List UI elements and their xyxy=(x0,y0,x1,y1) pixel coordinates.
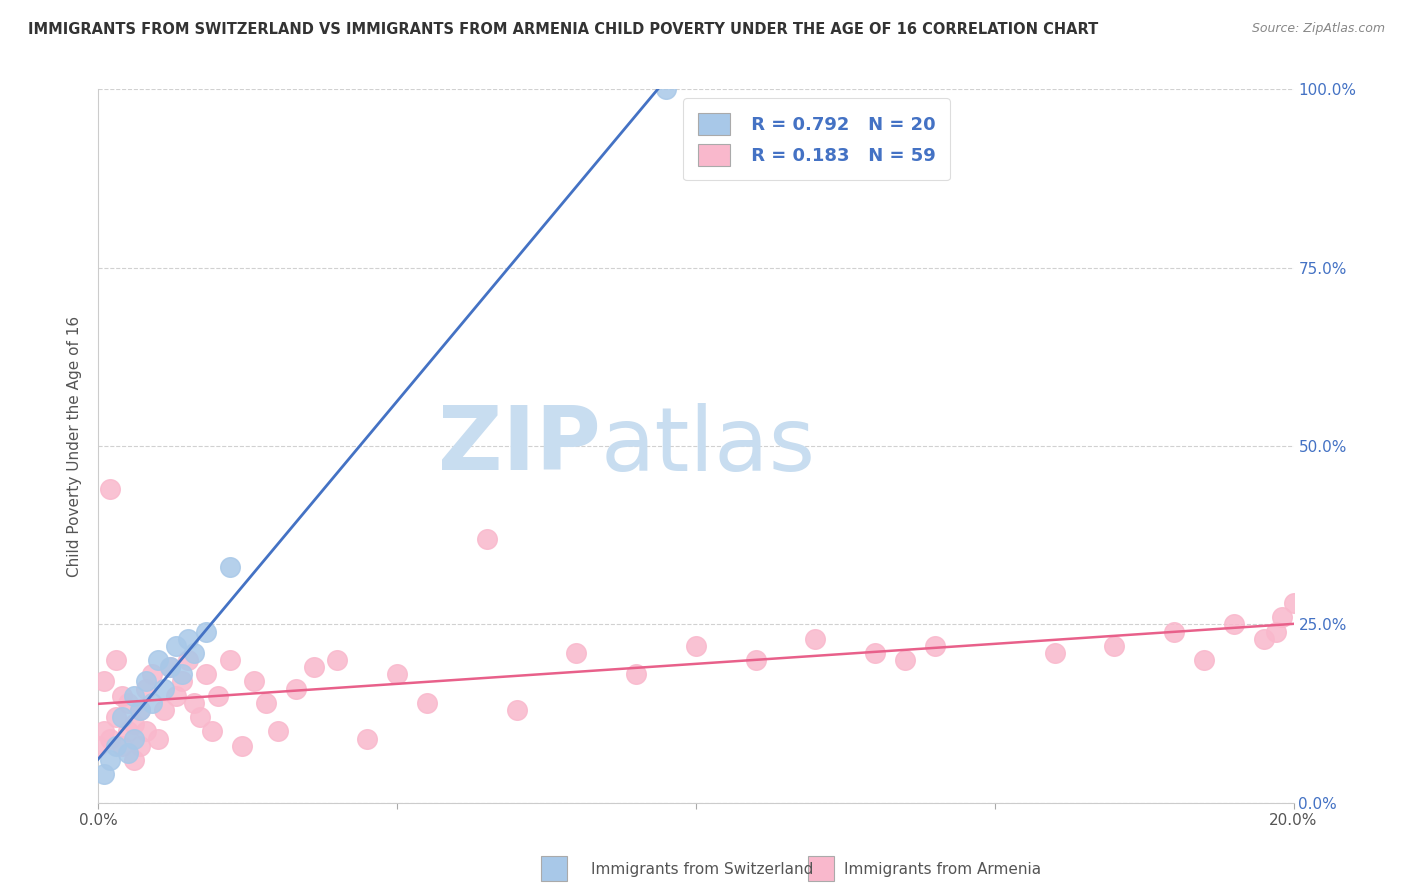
Point xyxy=(1223,617,1246,632)
Point xyxy=(129,703,152,717)
Point xyxy=(302,660,325,674)
Point xyxy=(1104,639,1126,653)
Point xyxy=(177,653,200,667)
Point xyxy=(183,646,205,660)
Point xyxy=(243,674,266,689)
Point xyxy=(141,667,163,681)
Y-axis label: Child Poverty Under the Age of 16: Child Poverty Under the Age of 16 xyxy=(67,316,83,576)
Point xyxy=(475,532,498,546)
Point xyxy=(745,653,768,667)
Point xyxy=(135,724,157,739)
Text: Source: ZipAtlas.com: Source: ZipAtlas.com xyxy=(1251,22,1385,36)
Point xyxy=(135,674,157,689)
Point xyxy=(117,696,139,710)
Point xyxy=(655,82,678,96)
Point xyxy=(100,753,122,767)
Point xyxy=(148,653,170,667)
Point xyxy=(135,681,157,696)
Point xyxy=(231,739,253,753)
Point xyxy=(159,660,181,674)
Point xyxy=(148,731,170,746)
Text: Immigrants from Armenia: Immigrants from Armenia xyxy=(844,863,1040,877)
Point xyxy=(124,717,146,731)
Point xyxy=(1282,596,1305,610)
Point xyxy=(93,724,115,739)
Point xyxy=(111,739,134,753)
Point xyxy=(87,739,110,753)
Point xyxy=(117,724,139,739)
Point xyxy=(117,746,139,760)
Point xyxy=(626,667,648,681)
Point xyxy=(172,674,194,689)
Point xyxy=(195,667,218,681)
Point xyxy=(129,739,152,753)
Point xyxy=(219,560,242,574)
Legend:  R = 0.792   N = 20,  R = 0.183   N = 59: R = 0.792 N = 20, R = 0.183 N = 59 xyxy=(683,98,950,180)
Point xyxy=(100,482,122,496)
Point xyxy=(153,681,176,696)
Point xyxy=(565,646,588,660)
Point xyxy=(105,653,128,667)
Point xyxy=(201,724,224,739)
Point xyxy=(165,639,187,653)
Point xyxy=(124,731,146,746)
Point xyxy=(1043,646,1066,660)
Point xyxy=(159,660,181,674)
Point xyxy=(188,710,211,724)
Point xyxy=(124,689,146,703)
Text: ZIP: ZIP xyxy=(437,402,600,490)
Point xyxy=(416,696,439,710)
Point xyxy=(219,653,242,667)
Point xyxy=(356,731,378,746)
Point xyxy=(153,703,176,717)
Point xyxy=(93,674,115,689)
Point xyxy=(1163,624,1185,639)
Point xyxy=(111,689,134,703)
Point xyxy=(894,653,917,667)
Point xyxy=(254,696,277,710)
Point xyxy=(105,710,128,724)
Point xyxy=(1192,653,1215,667)
Point xyxy=(195,624,218,639)
Point xyxy=(93,767,115,781)
Point xyxy=(111,710,134,724)
Text: Immigrants from Switzerland: Immigrants from Switzerland xyxy=(591,863,813,877)
Point xyxy=(172,667,194,681)
Point xyxy=(100,731,122,746)
Point xyxy=(685,639,707,653)
Point xyxy=(865,646,887,660)
Point xyxy=(105,739,128,753)
Point xyxy=(506,703,529,717)
Point xyxy=(804,632,827,646)
Point xyxy=(385,667,409,681)
Point xyxy=(183,696,205,710)
Point xyxy=(1271,610,1294,624)
Point xyxy=(165,689,187,703)
Point xyxy=(1253,632,1275,646)
Point xyxy=(207,689,229,703)
Point xyxy=(284,681,307,696)
Point xyxy=(326,653,349,667)
Point xyxy=(129,703,152,717)
Point xyxy=(177,632,200,646)
Point xyxy=(924,639,946,653)
Point xyxy=(124,753,146,767)
Point xyxy=(141,696,163,710)
Text: atlas: atlas xyxy=(600,402,815,490)
Text: IMMIGRANTS FROM SWITZERLAND VS IMMIGRANTS FROM ARMENIA CHILD POVERTY UNDER THE A: IMMIGRANTS FROM SWITZERLAND VS IMMIGRANT… xyxy=(28,22,1098,37)
Point xyxy=(267,724,290,739)
Point xyxy=(1264,624,1286,639)
